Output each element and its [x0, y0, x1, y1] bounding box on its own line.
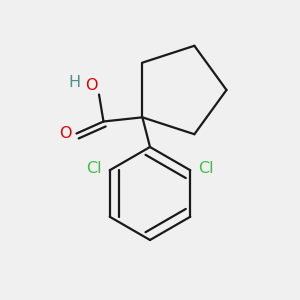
- Text: O: O: [59, 126, 72, 141]
- Text: Cl: Cl: [87, 161, 102, 176]
- Text: O: O: [85, 78, 98, 93]
- Text: H: H: [69, 75, 81, 90]
- Text: Cl: Cl: [198, 161, 213, 176]
